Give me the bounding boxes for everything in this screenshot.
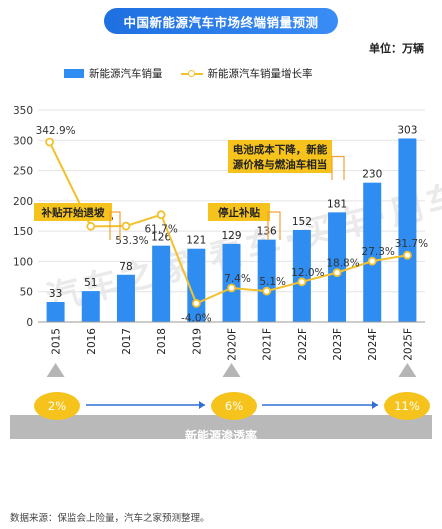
unit-label: 单位：万辆 [369,42,424,55]
y-tick-label: 150 [13,226,33,238]
x-tick-label: 2020F [227,328,239,361]
y-tick-label: 50 [20,287,33,299]
penetration-oval-2020: 6% [211,392,257,420]
growth-point [403,250,412,260]
x-tick-label: 2024F [367,328,379,361]
arrow-head-icon [372,401,378,409]
anno-battery-bracket [331,155,345,180]
bar [292,229,311,322]
anno-subsidy-decline-bracket [109,211,121,240]
x-axis: 2015 2016 2017 2018 2019 2020F 2021F 2022F 2023F… [38,321,425,361]
x-tick-label: 2017 [121,328,133,355]
growth-line: 342.9%53.1%53.3%61.7%-4.0%7.4%5.1%12.0%1… [36,125,429,324]
x-tick-label: 2019 [191,328,203,355]
bar-value-label: 152 [292,216,312,228]
bars: 33 51 78 126 121 129 136 152 181 230 303 [46,124,417,322]
bar-value-label: 33 [49,288,62,300]
bar-value-label: 51 [84,277,97,289]
anno-subsidy-decline-box [34,203,112,221]
bar [116,274,135,322]
anno-subsidy-decline-text: 补贴开始退坡 [41,206,105,219]
growth-value-label: 18.8% [326,258,359,270]
growth-point [86,221,96,231]
growth-value-label: 342.9% [36,125,76,137]
y-tick-label: 200 [13,196,33,208]
penetration-label: 新能源渗透率 [184,429,257,443]
anno-subsidy-stop-bracket [267,211,281,240]
penetration-oval-2025: 11% [384,392,430,420]
growth-value-label: 61.7% [144,224,177,236]
bar-value-label: 303 [397,124,417,136]
bar-value-label: 230 [362,169,382,181]
bar [222,243,241,322]
bar [81,291,100,322]
legend-bar-swatch [64,69,84,78]
markers [46,363,417,409]
penetration-oval-2015: 2% [34,392,80,420]
bar [398,138,417,322]
x-tick-label: 2022F [297,328,309,361]
anno-battery-text: 电池成本下降，新能 [233,143,328,156]
x-tick-label: 2015 [51,328,63,355]
x-tick-label: 2018 [156,328,168,355]
growth-point [367,256,377,266]
legend-line-label: 新能源汽车销量增长率 [207,68,313,80]
bar [363,182,382,322]
x-tick-label: 2021F [262,328,274,361]
growth-point [156,210,166,220]
bar-value-label: 121 [186,235,206,247]
bar [328,212,347,322]
bar-value-label: 126 [151,232,171,244]
timeline-marker-icon [222,363,241,377]
legend-line-swatch [180,69,203,78]
bar [187,248,206,322]
y-tick-label: 100 [13,256,33,268]
timeline-marker-icon [398,363,417,377]
growth-point [121,221,131,231]
growth-point [332,268,342,278]
bar-value-label: 181 [327,198,347,210]
x-tick-label: 2025F [402,328,414,361]
growth-value-label: 53.3% [115,235,148,247]
bar-value-label: 136 [257,226,277,238]
legend-bar-label: 新能源汽车销量 [89,68,163,80]
penetration-band [10,415,432,439]
timeline-marker-icon [46,363,65,377]
anno-subsidy-stop-text: 停止补贴 [218,206,260,219]
growth-value-label: 12.0% [291,267,324,279]
x-tick-label: 2016 [86,328,98,355]
anno-battery-text: 源价格与燃油车相当 [233,158,328,171]
growth-point [191,298,201,308]
y-tick-label: 350 [13,105,33,117]
growth-point [262,286,272,296]
growth-point [45,137,54,147]
growth-value-label: -4.0% [181,312,211,324]
y-axis: 0 50 100 150 200 250 300 350 [13,105,33,329]
y-tick-label: 300 [13,135,33,147]
y-tick-label: 0 [26,317,33,329]
anno-subsidy-stop-box [208,203,270,221]
x-tick-label: 2023F [332,328,344,361]
bar [257,239,276,322]
bar [152,245,171,322]
bar [46,302,65,322]
chart-title: 中国新能源汽车市场终端销量预测 [104,8,338,34]
growth-point [297,277,307,287]
bar-value-label: 78 [119,261,132,273]
growth-value-label: 5.1% [259,276,286,288]
source-note: 数据来源：保监会上险量，汽车之家预测整理。 [10,513,210,524]
chart-svg: 33 51 78 126 121 129 136 152 181 230 303 0 50 100 150… [13,105,429,409]
growth-value-label: 31.7% [395,238,428,250]
arrow-head-icon [199,401,205,409]
growth-value-label: 7.4% [224,273,251,285]
legend: 新能源汽车销量 新能源汽车销量增长率 [64,66,313,81]
growth-value-label: 27.3% [362,246,395,258]
anno-battery-box [228,140,332,173]
y-tick-label: 250 [13,166,33,178]
bar-value-label: 129 [221,230,241,242]
growth-point [227,283,236,293]
